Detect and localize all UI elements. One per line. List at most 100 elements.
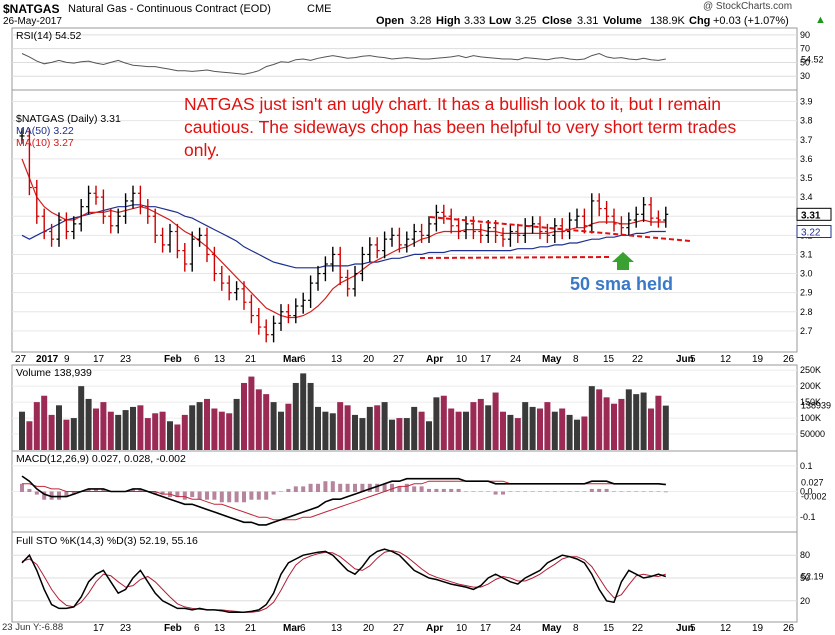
volume-bar <box>648 408 654 450</box>
volume-bar <box>396 418 403 450</box>
volume-bar <box>640 392 647 450</box>
macd-histogram-bar <box>404 483 409 492</box>
volume-bar <box>56 405 62 450</box>
price-x-label: 6 <box>300 354 306 365</box>
macd-histogram-bar <box>205 491 209 500</box>
macd-histogram-bar <box>271 491 276 495</box>
ma50-legend: MA(50) 3.22 <box>16 125 74 137</box>
price-tick-label: 3.5 <box>800 173 813 183</box>
price-x-label: 19 <box>752 354 764 365</box>
macd-histogram-bar <box>42 491 47 500</box>
volume-bar <box>100 402 107 450</box>
volume-tick-label: 200K <box>800 381 821 391</box>
macd-tick-label: 0.0 <box>800 487 813 497</box>
macd-histogram-bar <box>286 488 291 492</box>
macd-histogram-bar <box>330 481 335 492</box>
price-x-label: 10 <box>456 354 468 365</box>
footer-x-label: Jun <box>676 623 694 634</box>
volume-bar <box>470 402 477 450</box>
footer-x-label: 5 <box>690 623 696 634</box>
price-tick-label: 2.9 <box>800 288 813 298</box>
price-tick-label: 3.0 <box>800 269 813 279</box>
volume-bar <box>26 421 33 450</box>
volume-bar <box>189 405 196 450</box>
price-x-label: 24 <box>510 354 522 365</box>
macd-histogram-bar <box>449 488 454 492</box>
macd-histogram-bar <box>175 491 180 498</box>
chart-header: $NATGAS Natural Gas - Continuous Contrac… <box>0 0 835 28</box>
rsi-tick-label: 50 <box>800 57 810 67</box>
low-value: 3.25 <box>515 15 537 27</box>
volume-bar <box>255 389 262 450</box>
rsi-tick-label: 70 <box>800 44 810 54</box>
price-tick-label: 3.1 <box>800 249 813 259</box>
macd-tick-label: 0.1 <box>800 461 813 471</box>
volume-bar <box>315 406 321 450</box>
price-x-label: 13 <box>331 354 343 365</box>
volume-bar <box>115 414 122 450</box>
footer-x-label: 15 <box>603 623 615 634</box>
macd-histogram-last: -0.002 <box>801 492 827 502</box>
volume-bar <box>611 403 617 450</box>
volume-bar <box>485 405 492 450</box>
volume-bar <box>167 421 173 450</box>
volume-bar <box>389 419 395 450</box>
price-tick-label: 3.9 <box>800 97 813 107</box>
volume-bar <box>152 413 159 450</box>
volume-bar <box>19 411 25 450</box>
macd-histogram-bar <box>64 491 69 498</box>
volume-bar <box>174 424 181 450</box>
stochastic-tick-label: 50 <box>800 573 810 583</box>
volume-bar <box>426 421 432 450</box>
macd-histogram-bar <box>634 491 639 492</box>
macd-histogram-bar <box>597 488 602 492</box>
volume-bar <box>537 408 543 450</box>
volume-bar <box>581 416 588 450</box>
high-value: 3.33 <box>464 15 486 27</box>
macd-histogram-bar <box>545 491 550 492</box>
price-x-label: 26 <box>783 354 795 365</box>
ma10-line <box>21 158 666 319</box>
instrument-name: Natural Gas - Continuous Contract (EOD) <box>68 3 271 15</box>
volume-bar <box>418 411 425 450</box>
stochastic-legend: Full STO %K(14,3) %D(3) 52.19, 55.16 <box>16 535 198 547</box>
volume-bar <box>514 418 521 450</box>
macd-histogram-bar <box>656 491 661 492</box>
stochastic-last-value: 52.19 <box>801 571 824 581</box>
macd-histogram-bar <box>86 488 91 492</box>
volume-bar <box>448 408 455 450</box>
stochastic-k-line <box>21 548 667 613</box>
volume-bar <box>588 386 595 450</box>
macd-histogram-bar <box>190 491 195 498</box>
macd-histogram-bar <box>94 488 98 492</box>
volume-bar <box>300 373 307 450</box>
up-arrow-icon: ▲ <box>815 14 826 26</box>
price-x-label: Feb <box>164 354 182 365</box>
macd-histogram-bar <box>508 491 513 492</box>
change-label: Chg <box>689 15 711 27</box>
macd-histogram-bar <box>397 486 402 492</box>
macd-histogram-bar <box>560 491 565 492</box>
price-x-label: Mar <box>283 354 301 365</box>
volume-label: Volume <box>603 15 642 27</box>
volume-tick-label: 100K <box>800 413 821 423</box>
macd-lines <box>20 475 668 526</box>
price-x-label: May <box>542 354 562 365</box>
volume-bar <box>551 411 558 450</box>
volume-last-label: 138939 <box>801 401 831 411</box>
volume-bar <box>322 411 329 450</box>
volume-bar <box>278 411 284 450</box>
volume-bar <box>492 392 499 450</box>
volume-bar <box>218 411 225 450</box>
stochastic-lines <box>21 548 667 613</box>
volume-bar <box>566 414 573 450</box>
footer-x-label: 24 <box>510 623 522 634</box>
price-tick-label: 3.7 <box>800 135 813 145</box>
volume-bar <box>285 403 292 450</box>
volume-bar <box>359 418 366 450</box>
rsi-line <box>21 52 666 75</box>
volume-bar <box>307 382 314 450</box>
price-x-label: 13 <box>214 354 226 365</box>
volume-bar <box>196 402 203 450</box>
macd-histogram-bar <box>308 483 313 492</box>
